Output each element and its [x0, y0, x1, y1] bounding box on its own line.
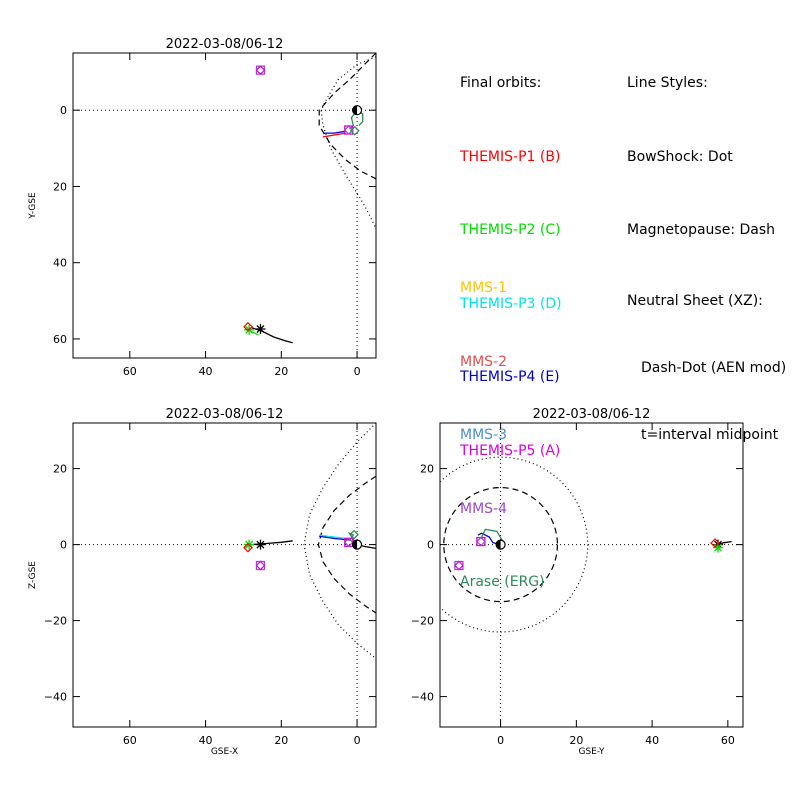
spacecraft-diamond-marker	[454, 560, 464, 571]
legend-neutral-sheet-detail: Dash-Dot (AEN mod)	[641, 359, 787, 376]
legend-line-styles: Line Styles: BowShock: Dot Magnetopause:…	[627, 22, 786, 493]
orbit-track	[323, 130, 346, 134]
spacecraft-diamond-marker	[243, 542, 253, 553]
spacecraft-star-marker	[255, 324, 266, 334]
spacecraft-square-marker	[255, 65, 266, 75]
legend-mms: MMS-1 MMS-2 MMS-3 MMS-4 Arase (ERG)	[460, 227, 545, 644]
magnetopause-circle	[443, 486, 559, 603]
y-tick-label: −20	[411, 615, 434, 628]
legend-themis-p1: THEMIS-P1 (B)	[460, 148, 561, 165]
plot-area	[440, 456, 732, 633]
y-tick-label: −20	[44, 615, 67, 628]
y-axis-label: Y-GSE	[28, 192, 38, 220]
plot-frame	[439, 422, 744, 728]
magnetopause-curve	[317, 475, 376, 614]
chart-panel-1: 60 40 20 0 0 20 40 60 2022-03-08/06-12 Y-GSE	[28, 37, 377, 378]
orbit-track	[322, 132, 346, 138]
legend-themis-p2: THEMIS-P2 (C)	[460, 222, 561, 238]
x-tick-label: 0	[497, 734, 504, 747]
x-tick-label: 20	[274, 734, 288, 747]
x-tick-label: 40	[645, 734, 659, 747]
legend-final-orbits: Final orbits: THEMIS-P1 (B) THEMIS-P2 (C…	[460, 22, 562, 512]
x-axis-label: GSE-X	[211, 747, 238, 757]
legend-arase: Arase (ERG)	[460, 574, 545, 590]
x-tick-label: 60	[123, 734, 137, 747]
spacecraft-diamond-marker	[255, 560, 266, 571]
y-tick-label: 20	[53, 180, 67, 193]
x-tick-label: 60	[721, 734, 735, 747]
x-tick-label: 0	[354, 365, 361, 378]
bowshock-curve	[320, 56, 376, 229]
y-tick-label: −40	[411, 691, 434, 704]
plot-area	[243, 53, 376, 344]
legend-mms-1: MMS-1	[460, 280, 508, 296]
legend-themis-p3: THEMIS-P3 (D)	[460, 295, 562, 312]
earth-night-side	[352, 540, 358, 550]
legend-line-styles-title: Line Styles:	[627, 75, 708, 91]
y-tick-label: 20	[53, 463, 67, 476]
x-tick-label: 20	[274, 365, 288, 378]
legend-mms-4: MMS-4	[460, 500, 508, 517]
y-tick-label: 0	[427, 539, 434, 552]
legend-midpoint-note: t=interval midpoint	[641, 426, 779, 443]
bowshock-curve	[303, 423, 376, 660]
chart-title: 2022-03-08/06-12	[166, 407, 284, 422]
y-tick-label: 60	[53, 333, 67, 346]
plot-frame	[72, 422, 377, 728]
spacecraft-diamond-marker	[343, 537, 354, 548]
earth-night-side	[496, 540, 501, 550]
legend-mms-2: MMS-2	[460, 353, 508, 370]
x-tick-label: 60	[123, 365, 137, 378]
chart-title: 2022-03-08/06-12	[533, 407, 651, 422]
spacecraft-diamond-marker	[255, 65, 266, 76]
spacecraft-star-marker	[255, 539, 266, 550]
legend-final-orbits-title: Final orbits:	[460, 75, 542, 91]
chart-panel-3: 0 20 40 60 20 0 −20 −40 2022-03-08/06-12 GSE-Y	[411, 407, 744, 757]
x-tick-label: 20	[569, 734, 583, 747]
y-tick-label: −40	[44, 691, 67, 704]
legend-bowshock-style: BowShock: Dot	[627, 148, 733, 165]
x-tick-label: 40	[199, 734, 213, 747]
legend-mms-3: MMS-3	[460, 427, 508, 443]
spacecraft-diamond-marker	[343, 125, 354, 135]
chart-panel-2: 60 40 20 0 20 0 −20 −40 2022-03-08/06-12 GSE-X Z-G…	[28, 407, 377, 757]
orbit-track	[477, 532, 501, 546]
y-tick-label: 0	[60, 539, 67, 552]
plot-area	[243, 423, 376, 660]
x-axis-label: GSE-Y	[578, 747, 605, 757]
chart-title: 2022-03-08/06-12	[166, 37, 284, 52]
legend-themis-p5: THEMIS-P5 (A)	[460, 442, 561, 459]
spacecraft-diamond-marker	[349, 125, 360, 136]
legend-themis-p4: THEMIS-P4 (E)	[460, 369, 560, 385]
x-tick-label: 40	[199, 365, 213, 378]
y-axis-label: Z-GSE	[28, 561, 38, 589]
earth-night-side	[352, 105, 358, 115]
y-tick-label: 40	[53, 257, 67, 270]
spacecraft-diamond-marker	[349, 529, 359, 540]
spacecraft-diamond-marker	[710, 538, 720, 548]
bowshock-circle	[440, 456, 589, 633]
x-tick-label: 0	[354, 734, 361, 747]
y-tick-label: 0	[60, 104, 67, 117]
plot-frame	[72, 52, 377, 359]
legend-magnetopause-style: Magnetopause: Dash	[627, 222, 776, 238]
spacecraft-star-marker	[713, 542, 723, 553]
spacecraft-diamond-marker	[243, 321, 253, 332]
spacecraft-square-marker	[255, 560, 266, 571]
spacecraft-diamond-marker	[476, 536, 486, 547]
legend-neutral-sheet-style: Neutral Sheet (XZ):	[627, 292, 763, 309]
y-tick-label: 20	[420, 463, 434, 476]
